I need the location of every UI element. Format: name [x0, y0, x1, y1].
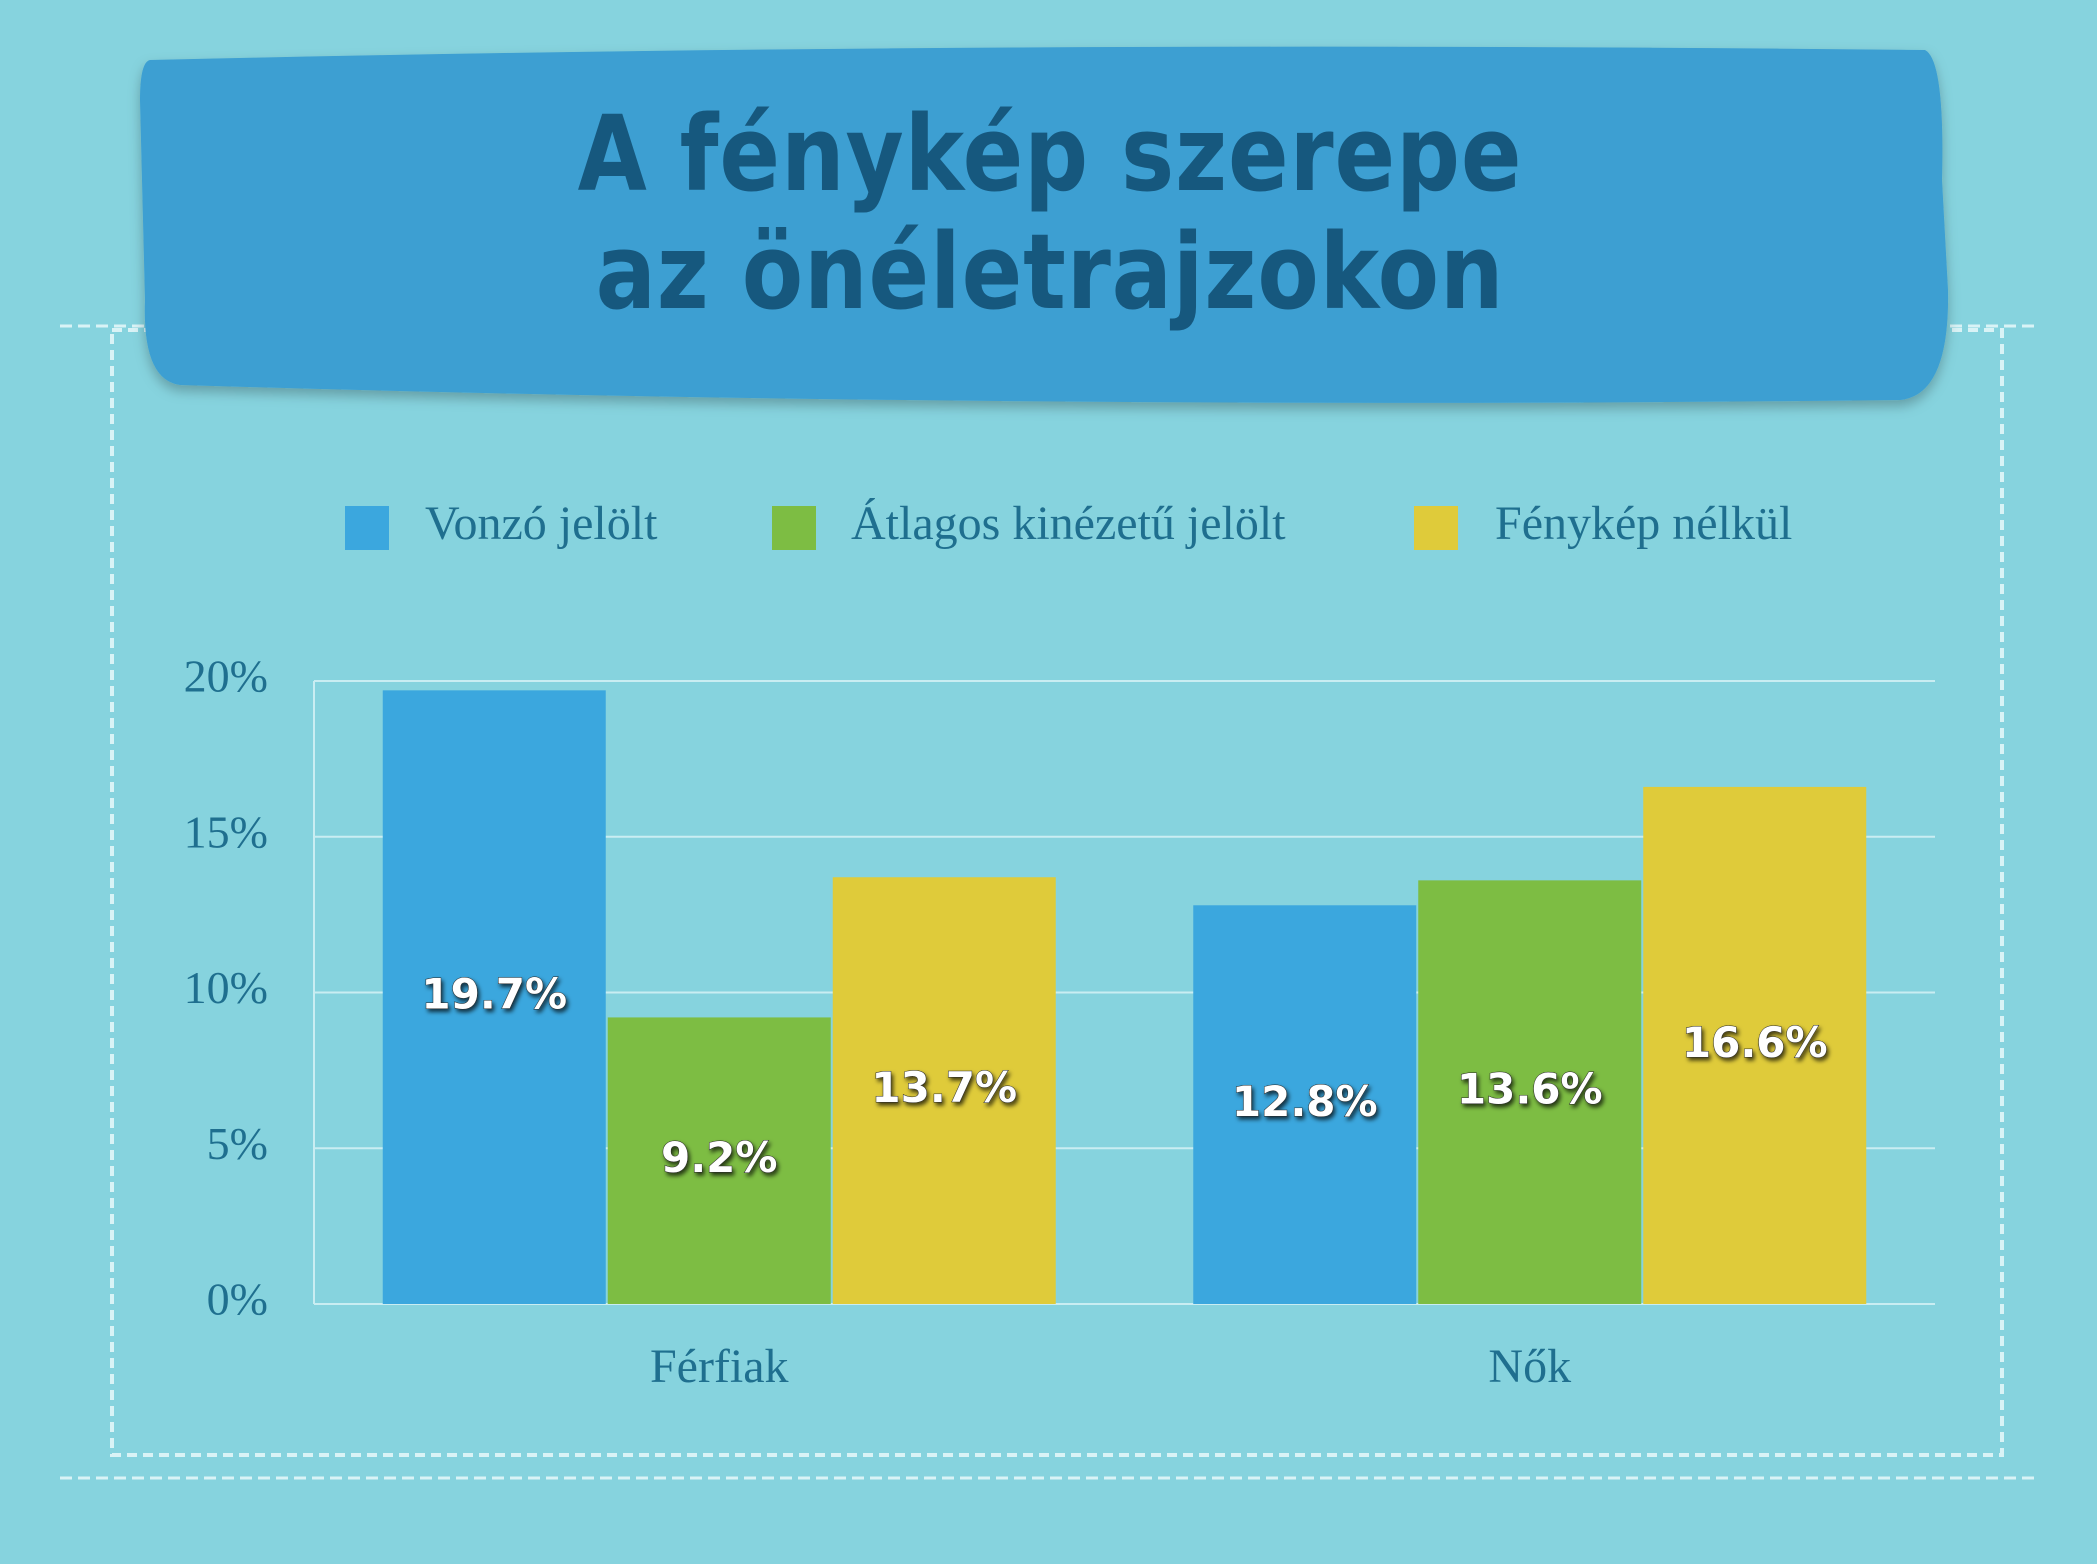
y-tick-label: 10% — [184, 962, 268, 1013]
bar — [1193, 905, 1417, 1304]
bar — [1418, 880, 1642, 1304]
value-label: 9.2% — [661, 1133, 777, 1182]
y-tick-label: 5% — [207, 1118, 268, 1169]
x-tick-label: Nők — [1488, 1340, 1571, 1393]
legend-swatch — [345, 506, 389, 550]
legend-label: Fénykép nélkül — [1495, 497, 1792, 550]
title-banner — [140, 46, 1949, 403]
bar — [1643, 786, 1867, 1304]
y-tick-label: 20% — [184, 651, 268, 702]
legend-label: Vonzó jelölt — [425, 497, 658, 550]
value-label: 19.7% — [421, 970, 567, 1019]
legend-swatch — [1414, 506, 1458, 550]
bar — [382, 690, 606, 1304]
value-label: 13.6% — [1457, 1065, 1603, 1114]
bar — [607, 1017, 831, 1304]
value-label: 16.6% — [1682, 1018, 1828, 1067]
legend-label: Átlagos kinézetű jelölt — [851, 497, 1286, 550]
y-tick-label: 0% — [207, 1274, 268, 1325]
x-tick-label: Férfiak — [650, 1340, 789, 1393]
y-tick-label: 15% — [184, 806, 268, 857]
value-label: 12.8% — [1232, 1077, 1378, 1126]
value-label: 13.7% — [871, 1063, 1017, 1112]
chart-title: A fénykép szerepe az önéletrajzokon — [577, 93, 1523, 333]
bar — [832, 877, 1056, 1304]
legend-swatch — [772, 506, 816, 550]
